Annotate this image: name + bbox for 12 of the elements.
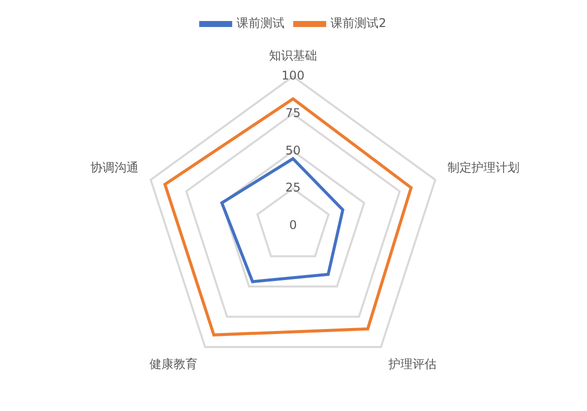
y-tick-label: 0	[289, 218, 297, 232]
spoke-label: 知识基础	[269, 48, 317, 62]
y-tick-label: 75	[285, 106, 301, 120]
y-tick-label: 25	[285, 180, 301, 195]
spoke-label: 护理评估	[388, 356, 437, 371]
y-tick-label: 100	[282, 68, 304, 83]
y-tick-label: 50	[285, 143, 301, 158]
legend-label: 课前测试	[236, 16, 285, 30]
spoke-label: 协调沟通	[90, 160, 138, 175]
spoke-label: 制定护理计划	[448, 160, 520, 175]
legend-label: 课前测试2	[330, 16, 386, 30]
spoke-label: 健康教育	[149, 356, 198, 371]
